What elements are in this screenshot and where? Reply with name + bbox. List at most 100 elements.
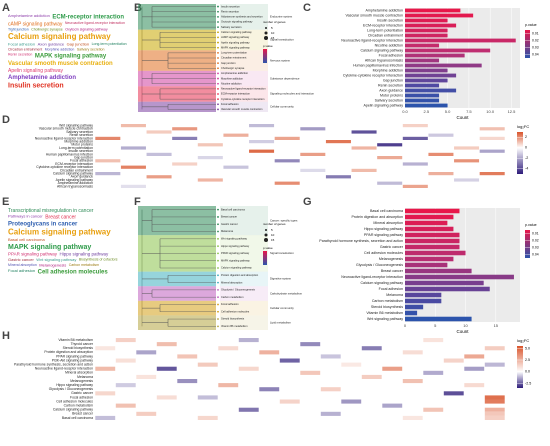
heatmap-cell [320, 387, 341, 392]
heatmap-cell [479, 136, 505, 140]
heatmap-cell [428, 172, 454, 176]
word: Mineral absorption [8, 263, 37, 267]
row-label: Salivary secretion [66, 130, 93, 134]
row-label: Human papillomavirus infection [46, 152, 93, 156]
heatmap-cell [443, 358, 464, 363]
legend-colorbar [517, 346, 523, 388]
y-tick-label: ECM-receptor interaction [363, 23, 403, 27]
heatmap-cell [95, 172, 121, 176]
tree-node [217, 303, 219, 306]
row-label: Calcium signaling pathway [53, 171, 93, 175]
tree-node [217, 67, 219, 70]
heatmap-cell [249, 140, 275, 144]
bar [405, 256, 454, 262]
heatmap-cell [402, 350, 423, 355]
tree-node [217, 41, 219, 44]
row-label: Neuroactive ligand-receptor interaction [35, 367, 93, 371]
tree-group-label: Signal transduction [270, 251, 294, 255]
tree-group-label: Cellular community [270, 306, 294, 310]
y-tick-label: Focal adhesion [379, 287, 403, 291]
tree-node [217, 259, 219, 262]
heatmap-cell [274, 136, 300, 140]
plot-panel [405, 8, 520, 108]
heatmap-cell [443, 391, 464, 396]
y-tick-label: Insulin secretion [377, 18, 403, 22]
y-tick-label: Amphetamine addiction [365, 8, 403, 12]
tree-leaf-label: Melanoma [221, 229, 234, 233]
row-label: Calcium signaling pathway [53, 408, 93, 412]
tree-group-band [220, 286, 268, 301]
row-label: PI3K-Akt signaling pathway [52, 358, 94, 362]
tree-leaf-label: Wnt signaling pathway [221, 237, 248, 241]
heatmap-cell [377, 143, 403, 147]
tree-node [217, 103, 219, 106]
heatmap-cell [464, 366, 485, 371]
tree-node [217, 57, 219, 59]
word: cAMP signaling pathway [8, 21, 63, 27]
heatmap-cell [115, 383, 136, 388]
tree-node [217, 72, 219, 75]
tree-leaf-label: Protein digestion and absorption [221, 273, 259, 277]
word: Pathways in cancer [8, 214, 43, 219]
tree-leaf-label: Apelin signaling pathway [221, 40, 250, 44]
legend-tick-label: 0.01 [532, 231, 539, 235]
y-tick-label: Calcium signaling pathway [360, 281, 403, 285]
tree-leaf-label: Carbon metabolism [221, 295, 244, 299]
tree-group-label: Cellular community [270, 105, 294, 109]
heatmap-cell [377, 156, 403, 160]
tree-leaf-label: Gastric cancer [221, 222, 238, 226]
tree-node [217, 36, 219, 39]
heatmap-cell [197, 415, 218, 420]
tree-leaf-label: Calcium signaling pathway [221, 266, 252, 270]
tree-leaf-label: Mineral absorption [221, 280, 243, 284]
y-tick-label: Gastric cancer [380, 245, 404, 249]
tree-node [217, 108, 219, 111]
row-label: Long-term potentiation [59, 146, 93, 150]
word: Focal adhesion [8, 268, 35, 273]
tree-node [217, 87, 219, 90]
tree-node [217, 208, 219, 211]
legend-size-dot [264, 233, 268, 237]
row-label: Melanoma [77, 375, 93, 379]
legend-size-label: 5 [271, 26, 273, 30]
row-label: Parathyroid hormone synthesis, secretion… [14, 363, 93, 367]
heatmap-cell [238, 407, 259, 412]
heatmap-cell [454, 178, 480, 182]
heatmap-cell [279, 358, 300, 363]
bar [405, 28, 448, 33]
heatmap-cell [120, 184, 146, 188]
tree-group-band [220, 235, 268, 272]
heatmap-cell [402, 162, 428, 166]
tree-group-band [220, 271, 268, 287]
tree-group-label: Signaling molecules and interaction [270, 92, 314, 96]
legend-title: p.value [263, 44, 273, 48]
tree-node [217, 77, 219, 80]
word: Renin secretion [8, 53, 32, 57]
word: Focal adhesion [8, 42, 35, 47]
word: Breast cancer [45, 214, 76, 220]
y-tick-label: Neuroactive ligand-receptor interaction [341, 275, 403, 279]
word: Morphine addiction [45, 48, 75, 52]
heatmap-cell [120, 124, 146, 128]
tree-node [217, 5, 219, 8]
heatmap-cell [197, 395, 218, 400]
word: Biosynthesis of cofactors [79, 258, 118, 262]
heatmap-cell [484, 407, 505, 412]
y-tick-label: Melanoma [386, 293, 403, 297]
word: PPAR signaling pathway [8, 251, 58, 256]
legend-title: p.value [525, 223, 537, 227]
legend-colorbar [525, 30, 530, 58]
tree-group-band [220, 300, 268, 316]
tree-leaf-label: Steroid biosynthesis [221, 317, 245, 321]
y-tick-label: Vitamin B6 metabolism [366, 311, 403, 315]
row-label: Insulin secretion [68, 149, 93, 153]
row-label: PPAR signaling pathway [56, 354, 93, 358]
word: Transcriptional misregulation in cancer [8, 208, 94, 214]
tree-node [217, 223, 219, 226]
legend-tick-label: 0.02 [532, 238, 539, 242]
word: Axon guidance [38, 42, 65, 47]
bar [405, 316, 472, 322]
heatmap-cell [484, 411, 505, 416]
tree-leaf-label: Aldosterone synthesis and secretion [221, 15, 263, 19]
legend-tick-label: 2 [525, 135, 527, 139]
